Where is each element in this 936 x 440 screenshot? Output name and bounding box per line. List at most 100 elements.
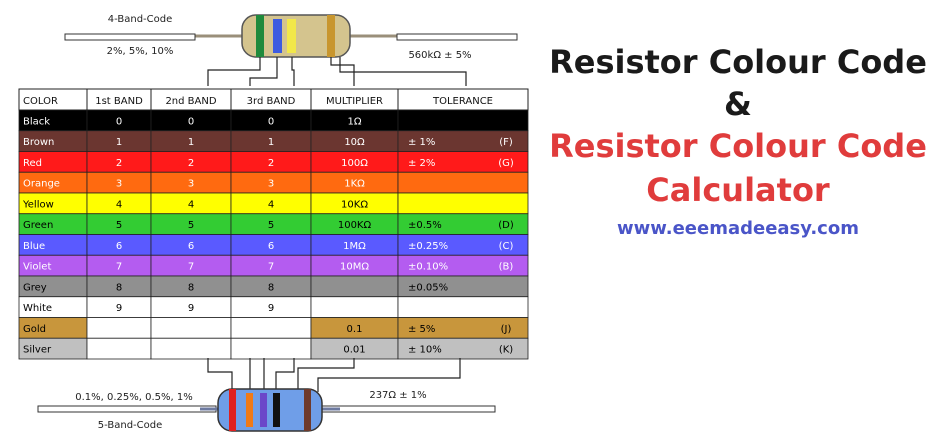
band-4-5 xyxy=(273,393,280,427)
cell-tolerance: ± 10% xyxy=(408,345,442,356)
five-band-connectors xyxy=(207,358,461,392)
table-row xyxy=(18,192,529,215)
cell-band-2: 1 xyxy=(188,137,194,148)
table-row xyxy=(18,296,529,318)
cell-multiplier: 100Ω xyxy=(341,158,368,169)
table-row xyxy=(18,317,529,339)
cell-band-2: 7 xyxy=(188,262,194,273)
cell-tolerance-code: (D) xyxy=(498,220,514,231)
cell-band-2: 3 xyxy=(188,179,194,190)
cell-tolerance: ±0.25% xyxy=(408,241,448,252)
cell-tolerance-code: (K) xyxy=(499,345,513,356)
title-ampersand: & xyxy=(724,85,752,123)
table-row xyxy=(18,130,529,152)
cell-multiplier: 0.1 xyxy=(347,324,363,335)
cell-multiplier: 10KΩ xyxy=(341,199,368,210)
five-band-example: 237Ω ± 1% xyxy=(369,390,426,401)
cell-color-name: Orange xyxy=(23,179,60,190)
cell-band-2: 5 xyxy=(188,220,194,231)
cell-band-3: 6 xyxy=(268,241,274,252)
cell-tolerance-code: (F) xyxy=(499,137,513,148)
cell-color-name: Gold xyxy=(23,324,46,335)
cell-color-name: Brown xyxy=(23,137,54,148)
table-row xyxy=(18,337,529,360)
band-3-5 xyxy=(260,393,267,427)
cell-band-3: 3 xyxy=(268,179,274,190)
cell-band-2: 6 xyxy=(188,241,194,252)
cell-color-name: Grey xyxy=(23,282,47,293)
cell-band-1: 3 xyxy=(116,179,122,190)
cell-band-1: 9 xyxy=(116,303,122,314)
cell-band-3: 4 xyxy=(268,199,274,210)
cell-multiplier: 1Ω xyxy=(347,116,361,127)
five-band-resistor xyxy=(200,388,340,432)
cell-band-1: 6 xyxy=(116,241,122,252)
cell-tolerance: ± 1% xyxy=(408,137,435,148)
cell-band-2: 0 xyxy=(188,116,194,127)
table-header: 1st BAND xyxy=(95,96,143,107)
four-band-resistor xyxy=(195,14,397,58)
table-row xyxy=(18,151,529,173)
cell-band-1: 1 xyxy=(116,137,122,148)
cell-band-2: 9 xyxy=(188,303,194,314)
band-2-5 xyxy=(246,393,253,427)
five-band-label: 5-Band-Code xyxy=(98,420,163,431)
cell-color-name: Violet xyxy=(23,262,51,273)
band-5-5 xyxy=(304,389,311,431)
cell-band-3: 2 xyxy=(268,158,274,169)
cell-band-1: 0 xyxy=(116,116,122,127)
cell-tolerance: ±0.05% xyxy=(408,282,448,293)
table-row xyxy=(18,234,529,256)
cell-band-2: 8 xyxy=(188,282,194,293)
cell-multiplier: 1MΩ xyxy=(343,241,366,252)
table-header: TOLERANCE xyxy=(432,96,493,107)
table-header: 3rd BAND xyxy=(247,96,296,107)
cell-band-2: 2 xyxy=(188,158,194,169)
cell-band-3: 7 xyxy=(268,262,274,273)
cell-color-name: White xyxy=(23,303,52,314)
cell-tolerance-code: (G) xyxy=(498,158,514,169)
cell-band-1: 2 xyxy=(116,158,122,169)
cell-tolerance: ± 2% xyxy=(408,158,435,169)
title-line-2: Resistor Colour Code xyxy=(549,127,927,165)
table-row xyxy=(18,109,529,132)
band-2-4 xyxy=(273,19,282,53)
cell-band-3: 1 xyxy=(268,137,274,148)
cell-tolerance: ± 5% xyxy=(408,324,435,335)
table-header: COLOR xyxy=(23,96,58,107)
cell-band-3: 9 xyxy=(268,303,274,314)
cell-multiplier: 10MΩ xyxy=(340,262,369,273)
cell-tolerance: ±0.5% xyxy=(408,220,442,231)
band-3-4 xyxy=(287,19,296,53)
cell-band-3: 0 xyxy=(268,116,274,127)
table-header: 2nd BAND xyxy=(165,96,216,107)
cell-multiplier: 100KΩ xyxy=(338,220,372,231)
four-band-tolerance-note: 2%, 5%, 10% xyxy=(107,46,174,57)
cell-band-2: 4 xyxy=(188,199,194,210)
four-band-example: 560kΩ ± 5% xyxy=(408,50,471,61)
website-link[interactable]: www.eeemadeeasy.com xyxy=(617,218,859,239)
cell-tolerance-code: (C) xyxy=(499,241,514,252)
cell-tolerance-code: (B) xyxy=(499,262,514,273)
cell-band-3: 5 xyxy=(268,220,274,231)
color-code-table: COLOR 1st BAND 2nd BAND 3rd BAND MULTIPLIER T… xyxy=(18,88,529,360)
cell-color-name: Silver xyxy=(23,345,52,356)
title-line-3: Calculator xyxy=(646,171,830,209)
four-band-label: 4-Band-Code xyxy=(108,14,173,25)
cell-color-name: Black xyxy=(23,116,50,127)
title-line-1: Resistor Colour Code xyxy=(549,43,927,81)
band-1-5 xyxy=(229,389,236,431)
cell-tolerance: ±0.10% xyxy=(408,262,448,273)
cell-color-name: Green xyxy=(23,220,53,231)
table-header: MULTIPLIER xyxy=(326,96,383,107)
cell-color-name: Yellow xyxy=(22,199,54,210)
cell-band-1: 8 xyxy=(116,282,122,293)
five-band-tolerance-note: 0.1%, 0.25%, 0.5%, 1% xyxy=(75,392,193,403)
cell-band-1: 5 xyxy=(116,220,122,231)
resistor-color-code-diagram: 4-Band-Code 2%, 5%, 10% 560kΩ ± 5% COLOR… xyxy=(18,14,529,432)
title-block: Resistor Colour Code & Resistor Colour C… xyxy=(540,40,936,244)
table-row xyxy=(18,254,529,277)
cell-tolerance-code: (J) xyxy=(501,324,512,335)
band-1-4 xyxy=(256,15,264,57)
cell-band-1: 4 xyxy=(116,199,122,210)
